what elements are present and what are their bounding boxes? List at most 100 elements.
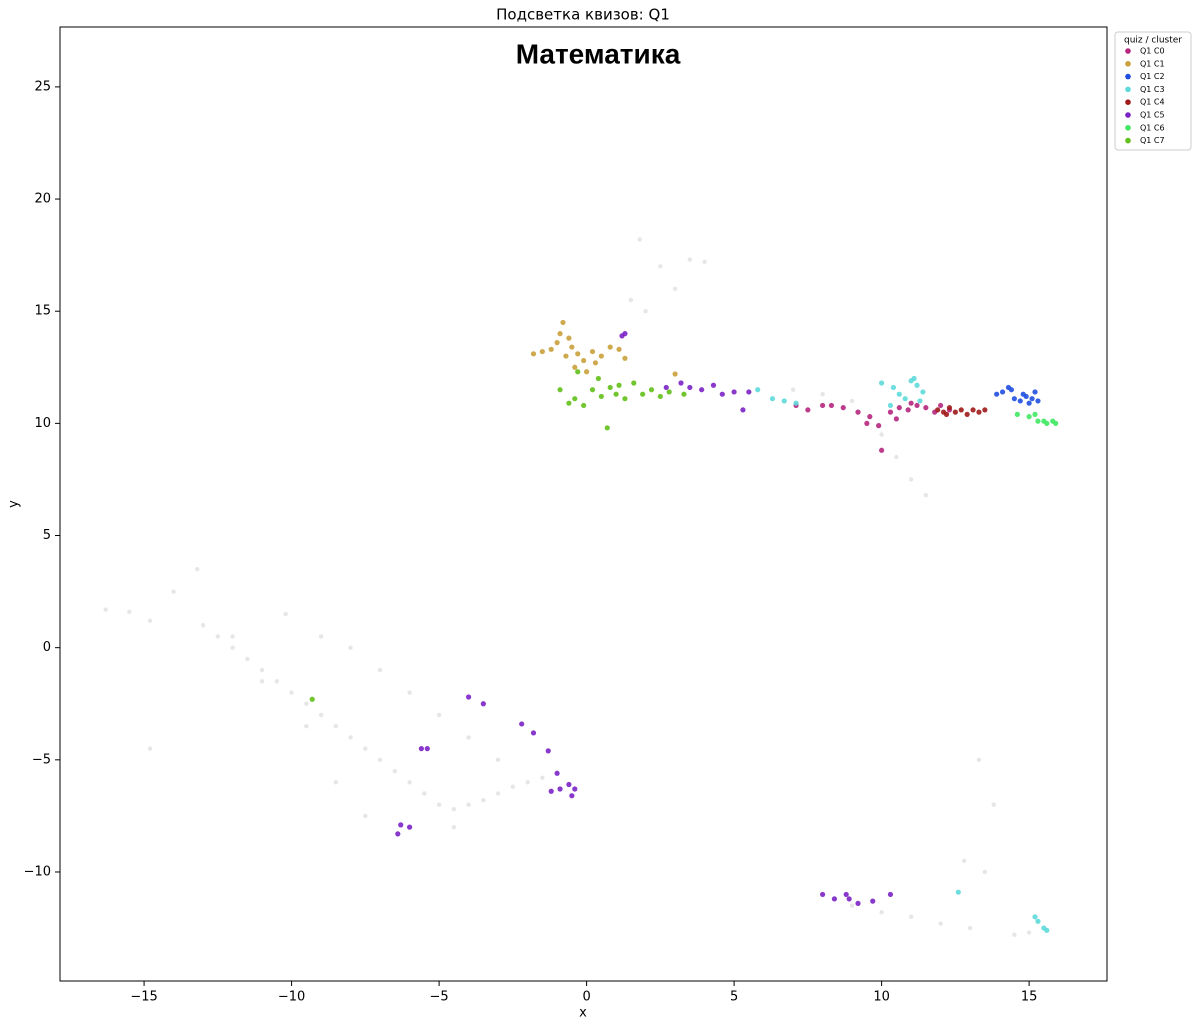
data-point xyxy=(855,900,861,906)
data-point xyxy=(870,898,876,904)
data-point xyxy=(896,391,902,397)
data-point xyxy=(560,319,566,326)
legend-marker xyxy=(1125,125,1131,131)
data-point xyxy=(554,340,560,346)
data-point xyxy=(970,407,976,413)
background-point xyxy=(304,723,309,729)
data-point xyxy=(1011,396,1017,402)
background-point xyxy=(422,791,427,796)
background-point xyxy=(363,813,368,819)
legend-label: Q1 C0 xyxy=(1140,47,1165,56)
background-point xyxy=(200,623,206,628)
background-point xyxy=(962,858,967,863)
data-point xyxy=(846,896,852,902)
y-tick-label: 15 xyxy=(34,304,51,319)
background-point xyxy=(436,712,442,718)
background-point xyxy=(451,824,457,830)
background-point xyxy=(894,454,899,460)
background-point xyxy=(466,802,471,807)
data-point xyxy=(657,393,663,400)
x-axis-label: x xyxy=(579,1006,587,1021)
data-point xyxy=(480,701,486,707)
data-point xyxy=(955,889,961,895)
legend-label: Q1 C4 xyxy=(1140,98,1165,107)
data-point xyxy=(545,748,551,754)
background-point xyxy=(304,701,309,706)
data-point xyxy=(581,402,587,409)
data-point xyxy=(769,396,776,402)
background-point xyxy=(392,768,398,774)
background-point xyxy=(377,667,383,673)
data-point xyxy=(1014,411,1020,417)
data-point xyxy=(731,389,737,395)
background-point xyxy=(637,237,642,242)
legend-label: Q1 C2 xyxy=(1140,72,1165,81)
background-point xyxy=(540,775,545,780)
data-point xyxy=(1044,927,1050,933)
background-point xyxy=(976,757,982,763)
legend-label: Q1 C1 xyxy=(1140,59,1165,68)
legend-label: Q1 C3 xyxy=(1140,85,1165,94)
background-point xyxy=(849,398,855,404)
data-point xyxy=(681,391,687,397)
data-point xyxy=(395,831,401,837)
y-axis-label: y xyxy=(7,500,22,508)
data-point xyxy=(595,375,601,382)
background-point xyxy=(230,645,235,650)
data-point xyxy=(598,353,604,359)
data-point xyxy=(539,348,545,355)
data-point xyxy=(699,387,705,393)
data-point xyxy=(923,405,929,411)
data-point xyxy=(1032,389,1038,395)
data-point xyxy=(1041,418,1047,424)
legend-marker xyxy=(1125,86,1131,93)
data-point xyxy=(1026,414,1032,420)
data-point xyxy=(583,369,590,375)
data-point xyxy=(566,781,572,788)
data-point xyxy=(887,409,894,415)
legend-label: Q1 C6 xyxy=(1140,123,1165,132)
data-point xyxy=(1035,398,1041,404)
data-point xyxy=(663,384,669,391)
legend-marker xyxy=(1125,48,1131,54)
data-point xyxy=(622,355,628,361)
data-point xyxy=(678,380,684,386)
background-point xyxy=(790,387,796,392)
y-tick-label: −5 xyxy=(32,752,51,767)
data-point xyxy=(999,389,1006,395)
x-tick-label: 5 xyxy=(730,990,738,1005)
legend-marker xyxy=(1125,99,1131,105)
background-point xyxy=(127,609,132,614)
data-point xyxy=(914,382,920,388)
background-point xyxy=(318,712,324,718)
data-point xyxy=(864,420,870,426)
data-point xyxy=(958,407,964,413)
background-point xyxy=(1012,932,1017,937)
data-point xyxy=(640,391,646,397)
data-point xyxy=(557,331,563,337)
data-point xyxy=(1020,391,1026,397)
data-point xyxy=(755,387,761,393)
background-point xyxy=(215,634,221,639)
data-point xyxy=(613,391,619,397)
data-point xyxy=(648,387,655,393)
data-point xyxy=(607,344,613,350)
data-point xyxy=(893,416,899,422)
x-tick-label: −10 xyxy=(278,990,305,1005)
data-point xyxy=(563,353,569,359)
background-point xyxy=(923,492,929,498)
x-tick-label: 0 xyxy=(582,990,590,1005)
data-point xyxy=(631,380,637,386)
data-point xyxy=(843,891,849,898)
background-point xyxy=(879,910,884,915)
x-tick-label: 10 xyxy=(873,990,890,1005)
y-tick-label: 25 xyxy=(34,79,51,94)
data-point xyxy=(890,384,897,391)
background-point xyxy=(908,477,914,482)
data-point xyxy=(964,411,970,417)
data-point xyxy=(938,402,944,409)
background-point xyxy=(820,391,825,397)
background-point xyxy=(481,798,486,803)
data-point xyxy=(917,398,923,404)
